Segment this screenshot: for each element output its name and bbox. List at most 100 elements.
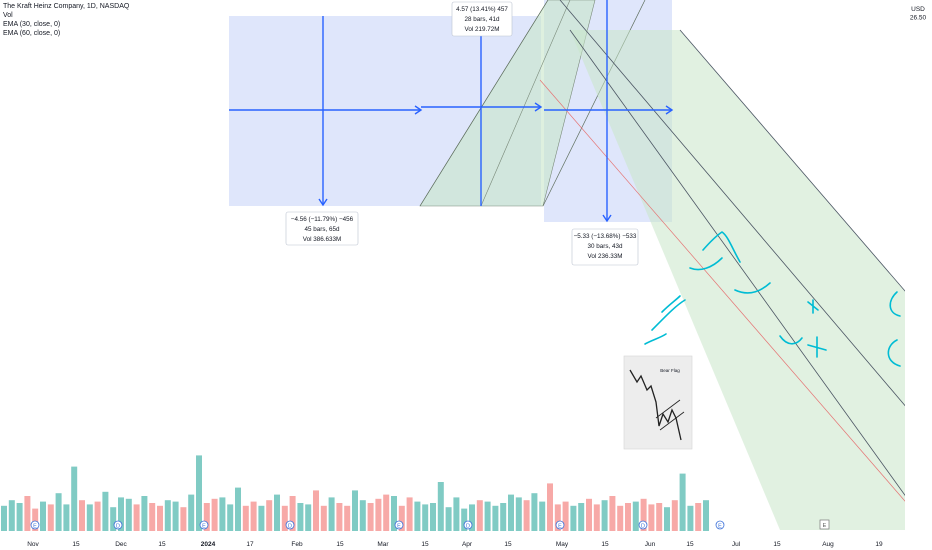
measure-label-bars: 28 bars, 41d bbox=[464, 16, 500, 23]
time-axis-tick: Jun bbox=[645, 541, 656, 548]
volume-bar bbox=[172, 501, 179, 531]
legend-ema30: EMA (30, close, 0) bbox=[3, 21, 61, 28]
volume-bar bbox=[141, 496, 148, 531]
measure-label-change: −4.56 (−11.79%) −456 bbox=[291, 216, 354, 223]
bear-flag-inset-label: Bear Flag bbox=[660, 368, 680, 373]
bear-flag-inset bbox=[623, 355, 693, 450]
volume-bar bbox=[8, 500, 15, 531]
volume-bar bbox=[398, 505, 405, 531]
time-axis-tick: Apr bbox=[462, 541, 473, 548]
volume-bar bbox=[453, 497, 460, 531]
time-axis-tick: Mar bbox=[377, 541, 389, 548]
up-channel-low bbox=[419, 0, 549, 207]
volume-bar bbox=[625, 503, 631, 531]
volume-bar bbox=[281, 505, 288, 531]
volume-bar bbox=[359, 500, 366, 531]
volume-bar bbox=[118, 497, 124, 531]
bear-flag-inset-line bbox=[629, 369, 682, 441]
time-axis-tick: 15 bbox=[158, 541, 166, 548]
measure-label-bars: 30 bars, 43d bbox=[587, 243, 623, 250]
volume-bar bbox=[289, 496, 296, 531]
event-marker-circle bbox=[113, 520, 123, 530]
event-marker-9: E bbox=[715, 520, 725, 530]
time-axis-tick: 17 bbox=[246, 541, 254, 548]
event-marker-circle bbox=[394, 520, 404, 530]
event-marker-circle bbox=[715, 520, 725, 530]
measure-label-change: −5.33 (−13.68%) −533 bbox=[574, 233, 637, 240]
volume-bar bbox=[539, 501, 546, 531]
ink-annotation bbox=[651, 299, 686, 331]
event-marker-7: E bbox=[555, 520, 565, 530]
volume-bar bbox=[274, 494, 280, 531]
up-channel-mid bbox=[480, 0, 571, 207]
time-axis-tick: Jul bbox=[732, 541, 741, 548]
volume-bar bbox=[157, 505, 163, 531]
event-marker-letter: E bbox=[558, 524, 562, 530]
measure-label-volume: Vol 236.33M bbox=[587, 253, 622, 260]
event-marker-6: D bbox=[463, 520, 473, 530]
event-marker-letter: E bbox=[33, 524, 37, 530]
chart-legend: The Kraft Heinz Company, 1D, NASDAQ Vol … bbox=[3, 2, 129, 38]
ink-annotation bbox=[807, 299, 819, 314]
future-event-letter: E bbox=[823, 523, 827, 529]
volume-bar bbox=[79, 500, 85, 531]
volume-bar bbox=[703, 500, 709, 531]
volume-bar bbox=[336, 503, 343, 531]
volume-bar bbox=[55, 493, 62, 531]
volume-bar bbox=[188, 494, 195, 531]
volume-bar bbox=[664, 507, 670, 531]
down-channel-aux-line bbox=[559, 0, 931, 436]
event-marker-circle bbox=[199, 520, 209, 530]
time-axis-tick: 15 bbox=[421, 541, 429, 548]
volume-bar bbox=[110, 507, 117, 531]
volume-bar bbox=[523, 500, 530, 531]
volume-bar bbox=[687, 505, 694, 531]
volume-bar bbox=[305, 504, 312, 531]
event-marker-letter: D bbox=[641, 524, 645, 530]
measure-label-volume: Vol 219.72M bbox=[464, 26, 499, 33]
volume-bar bbox=[258, 505, 265, 531]
volume-bar bbox=[671, 500, 678, 531]
price-axis-currency: USD bbox=[911, 6, 925, 13]
volume-bar bbox=[16, 503, 23, 531]
volume-bar bbox=[196, 455, 202, 531]
volume-bar bbox=[445, 507, 452, 531]
volume-bar bbox=[344, 505, 351, 531]
measure-arrowhead bbox=[318, 198, 328, 207]
volume-bar bbox=[375, 498, 382, 531]
volume-bar bbox=[352, 490, 358, 531]
bear-flag-inset-channel bbox=[659, 411, 685, 431]
volume-bar bbox=[640, 498, 647, 531]
event-marker-3: E bbox=[199, 520, 209, 530]
volume-bar bbox=[695, 503, 702, 531]
volume-bar bbox=[235, 487, 241, 531]
volume-bar bbox=[383, 494, 390, 531]
volume-bar bbox=[570, 505, 577, 531]
measure-label-bars: 45 bars, 65d bbox=[304, 226, 340, 233]
measure-arrowhead bbox=[414, 105, 423, 115]
volume-bar bbox=[203, 503, 210, 531]
event-marker-letter: D bbox=[466, 524, 470, 530]
ink-annotation bbox=[689, 257, 723, 271]
volume-bar bbox=[242, 505, 249, 531]
volume-bar bbox=[406, 497, 413, 531]
ink-annotation bbox=[734, 282, 771, 294]
volume-bar bbox=[367, 503, 374, 531]
volume-bar bbox=[391, 496, 397, 531]
event-marker-letter: E bbox=[202, 524, 206, 530]
event-marker-circle bbox=[30, 520, 40, 530]
ink-annotation bbox=[887, 339, 901, 367]
measure-arrowhead bbox=[665, 105, 674, 115]
volume-bar bbox=[320, 505, 327, 531]
legend-ema60: EMA (60, close, 0) bbox=[3, 30, 61, 37]
volume-bar bbox=[617, 505, 624, 531]
volume-bar bbox=[180, 507, 187, 531]
volume-bar bbox=[313, 490, 319, 531]
volume-bar bbox=[24, 496, 31, 531]
volume-bar bbox=[484, 501, 491, 531]
volume-bar bbox=[94, 501, 101, 531]
event-marker-letter: D bbox=[288, 524, 292, 530]
time-axis-tick: 15 bbox=[504, 541, 512, 548]
volume-bar bbox=[63, 504, 70, 531]
